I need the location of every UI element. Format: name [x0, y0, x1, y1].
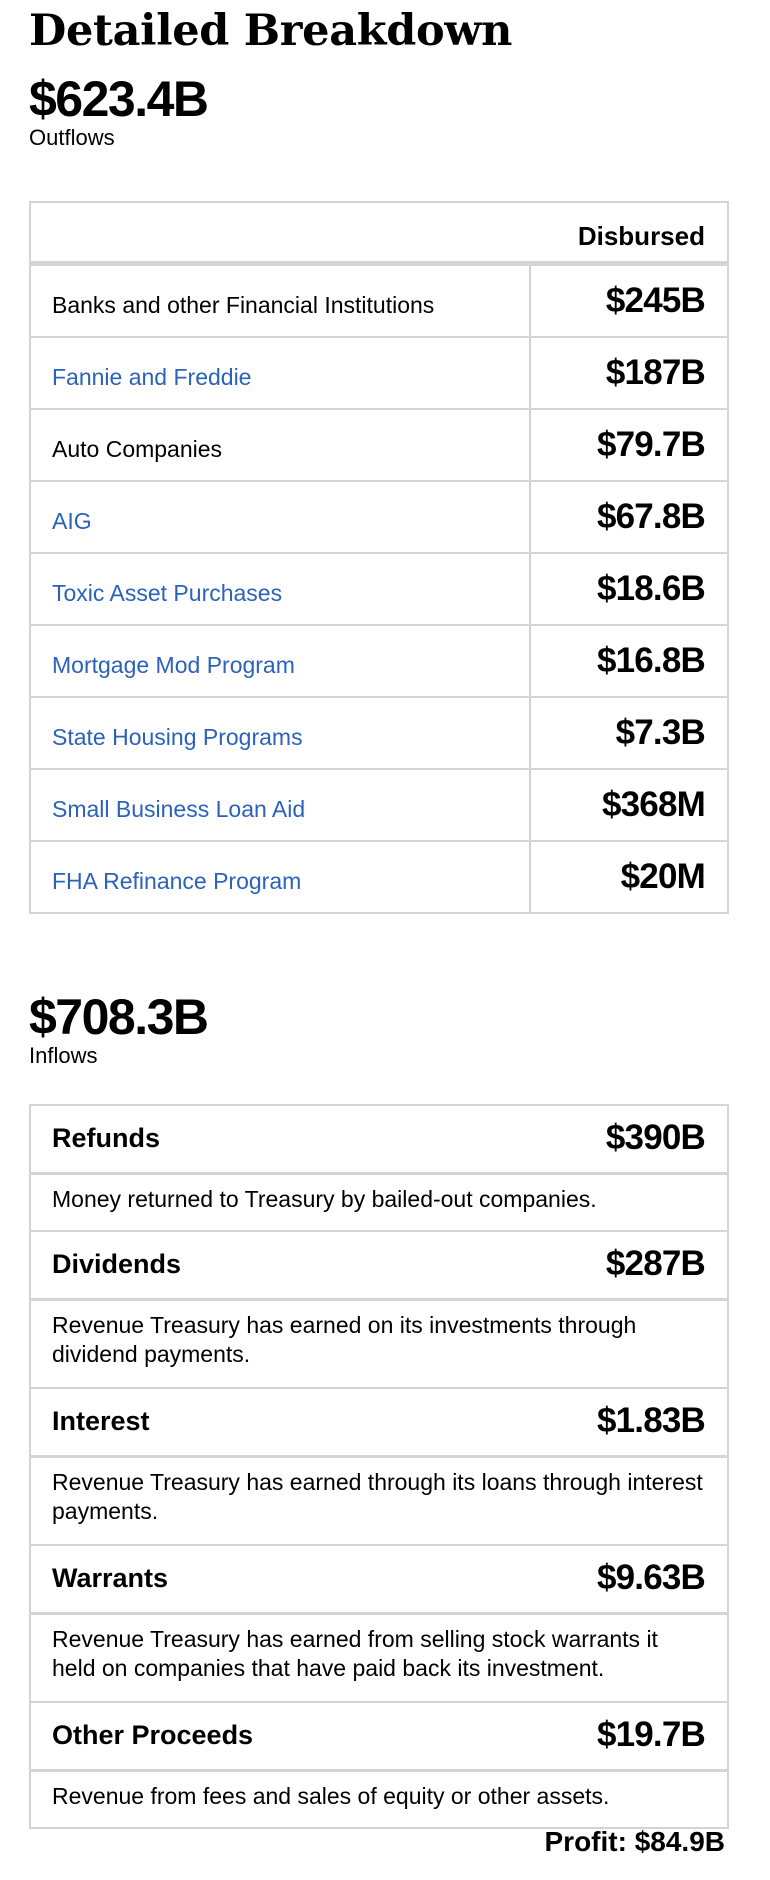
table-row: Small Business Loan Aid $368M — [31, 768, 727, 840]
row-value: $18.6B — [596, 569, 706, 608]
row-value: $67.8B — [596, 497, 706, 536]
inflow-name: Interest — [52, 1405, 150, 1436]
row-link-fha-refinance-program[interactable]: FHA Refinance Program — [31, 842, 531, 912]
table-row: FHA Refinance Program $20M — [31, 840, 727, 912]
table-row: Toxic Asset Purchases $18.6B — [31, 552, 727, 624]
inflow-row-header: Dividends $287B — [31, 1230, 727, 1301]
inflow-value: $1.83B — [596, 1401, 706, 1440]
inflows-total: $708.3B — [29, 989, 209, 1045]
inflow-description: Revenue Treasury has earned from selling… — [52, 1626, 658, 1681]
row-value: $7.3B — [615, 713, 706, 752]
table-row: Mortgage Mod Program $16.8B — [31, 624, 727, 696]
inflow-row-header: Refunds $390B — [31, 1106, 727, 1175]
table-row: State Housing Programs $7.3B — [31, 696, 727, 768]
inflow-description: Money returned to Treasury by bailed-out… — [52, 1186, 597, 1212]
row-link-small-business-loan-aid[interactable]: Small Business Loan Aid — [31, 770, 531, 840]
inflow-name: Dividends — [52, 1248, 182, 1279]
outflows-table: Disbursed Banks and other Financial Inst… — [29, 201, 729, 914]
outflows-label: Outflows — [29, 125, 115, 150]
row-value: $16.8B — [596, 641, 706, 680]
inflow-value: $9.63B — [596, 1558, 706, 1597]
inflow-description: Revenue Treasury has earned through its … — [52, 1469, 703, 1524]
row-value: $245B — [605, 281, 706, 320]
row-link-fannie-freddie[interactable]: Fannie and Freddie — [31, 338, 531, 408]
row-link-aig[interactable]: AIG — [31, 482, 531, 552]
inflow-value: $19.7B — [596, 1715, 706, 1754]
disbursed-column-header: Disbursed — [577, 221, 705, 251]
row-label: Auto Companies — [31, 410, 531, 480]
inflows-label: Inflows — [29, 1043, 98, 1068]
inflow-value: $390B — [605, 1118, 706, 1157]
row-value: $79.7B — [596, 425, 706, 464]
outflows-table-header: Disbursed — [31, 203, 727, 264]
row-link-mortgage-mod-program[interactable]: Mortgage Mod Program — [31, 626, 531, 696]
inflow-name: Warrants — [52, 1562, 169, 1593]
profit-total: Profit: $84.9B — [544, 1826, 726, 1857]
outflows-total: $623.4B — [29, 71, 209, 127]
table-row: Auto Companies $79.7B — [31, 408, 727, 480]
table-row: Fannie and Freddie $187B — [31, 336, 727, 408]
row-label: Banks and other Financial Institutions — [31, 266, 531, 336]
row-link-toxic-asset-purchases[interactable]: Toxic Asset Purchases — [31, 554, 531, 624]
inflow-value: $287B — [605, 1244, 706, 1283]
row-link-state-housing-programs[interactable]: State Housing Programs — [31, 698, 531, 768]
page-title: Detailed Breakdown — [29, 6, 513, 56]
inflow-row-header: Warrants $9.63B — [31, 1544, 727, 1615]
row-value: $187B — [605, 353, 706, 392]
inflow-description: Revenue from fees and sales of equity or… — [52, 1783, 610, 1809]
inflow-name: Refunds — [52, 1122, 160, 1153]
inflow-row-header: Other Proceeds $19.7B — [31, 1701, 727, 1772]
inflow-description: Revenue Treasury has earned on its inves… — [52, 1312, 637, 1367]
table-row: Banks and other Financial Institutions $… — [31, 264, 727, 336]
inflow-name: Other Proceeds — [52, 1719, 254, 1750]
table-row: AIG $67.8B — [31, 480, 727, 552]
inflow-row-header: Interest $1.83B — [31, 1387, 727, 1458]
row-value: $20M — [620, 857, 706, 896]
row-value: $368M — [601, 785, 706, 824]
inflows-table: Refunds $390B Money returned to Treasury… — [29, 1104, 729, 1829]
